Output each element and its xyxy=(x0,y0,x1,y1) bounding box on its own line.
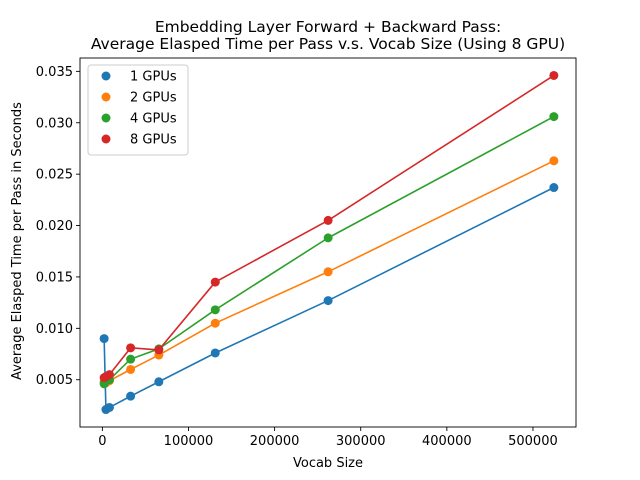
data-point-s1-8 xyxy=(549,183,559,193)
x-axis-label: Vocab Size xyxy=(293,456,363,471)
data-point-s4-8 xyxy=(549,70,559,80)
legend-marker-1 xyxy=(101,71,111,81)
data-point-s3-8 xyxy=(549,112,559,122)
x-tick-label: 100000 xyxy=(164,434,214,449)
data-point-s2-6 xyxy=(210,318,220,328)
data-point-s3-6 xyxy=(210,305,220,315)
data-point-s2-8 xyxy=(549,156,559,166)
plot-area xyxy=(99,70,559,415)
data-point-s1-7 xyxy=(323,296,333,306)
data-point-s1-6 xyxy=(210,348,220,358)
legend-marker-2 xyxy=(101,92,111,102)
data-point-s2-7 xyxy=(323,267,333,277)
legend-box xyxy=(87,64,189,156)
y-tick-label: 0.010 xyxy=(36,322,73,337)
data-point-s4-3 xyxy=(104,370,114,380)
legend-label-1: 1 GPUs xyxy=(130,70,177,85)
x-tick-label: 500000 xyxy=(508,434,558,449)
x-tick-label: 0 xyxy=(98,434,106,449)
data-point-s4-4 xyxy=(126,343,136,353)
data-point-s1-1 xyxy=(99,334,109,344)
x-tick-label: 400000 xyxy=(422,434,472,449)
legend-marker-3 xyxy=(101,113,111,123)
data-point-s3-7 xyxy=(323,233,333,243)
y-tick-label: 0.035 xyxy=(36,65,73,80)
series-line-3 xyxy=(103,115,555,385)
chart-subtitle: Average Elasped Time per Pass v.s. Vocab… xyxy=(91,35,565,53)
x-tick-label: 300000 xyxy=(336,434,386,449)
chart-title: Embedding Layer Forward + Backward Pass: xyxy=(155,18,501,36)
legend-label-4: 8 GPUs xyxy=(130,133,177,148)
data-point-s4-6 xyxy=(210,277,220,287)
data-point-s1-5 xyxy=(154,377,164,387)
data-point-s4-7 xyxy=(323,215,333,225)
y-axis-label: Average Elasped Time per Pass in Seconds xyxy=(10,102,25,380)
y-tick-label: 0.020 xyxy=(36,219,73,234)
legend: 1 GPUs 2 GPUs 4 GPUs 8 GPUs xyxy=(87,64,189,156)
legend-label-3: 4 GPUs xyxy=(130,112,177,127)
y-tick-label: 0.025 xyxy=(36,168,73,183)
data-point-s3-4 xyxy=(126,354,136,364)
legend-marker-4 xyxy=(101,134,111,144)
data-point-s1-3 xyxy=(104,402,114,412)
y-tick-label: 0.005 xyxy=(36,373,73,388)
axes: 0 100000 200000 300000 400000 500000 0.005 0.01… xyxy=(36,57,577,449)
y-tick-label: 0.015 xyxy=(36,270,73,285)
data-point-s4-5 xyxy=(154,345,164,355)
axes-frame xyxy=(79,57,577,428)
legend-label-2: 2 GPUs xyxy=(130,91,177,106)
data-point-s1-4 xyxy=(126,391,136,401)
y-tick-label: 0.030 xyxy=(36,116,73,131)
data-point-s2-4 xyxy=(126,364,136,374)
x-tick-label: 200000 xyxy=(250,434,300,449)
